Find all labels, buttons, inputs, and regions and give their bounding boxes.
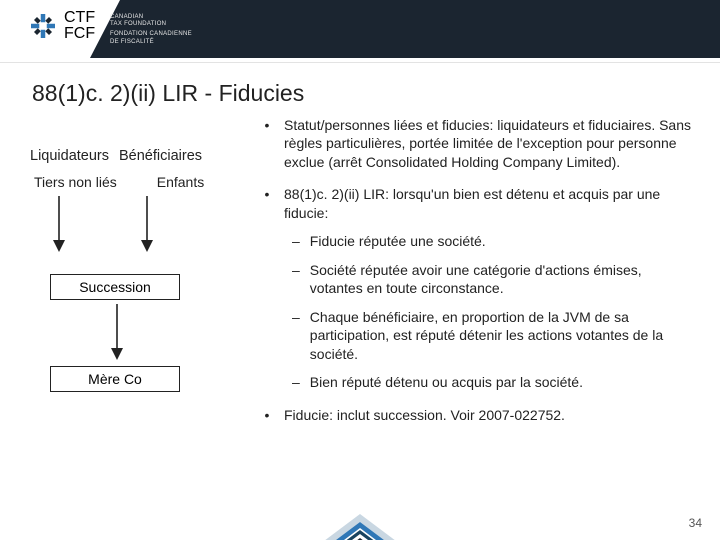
sub-1-text: Fiducie réputée une société. [310, 232, 486, 250]
sub-bullet-3: – Chaque bénéficiaire, en proportion de … [292, 308, 694, 363]
bullet-dot-icon: • [262, 185, 272, 222]
dash-icon: – [292, 373, 300, 391]
diagram-subheadings: Tiers non liés Enfants [30, 174, 240, 190]
diagram: Liquidateurs Bénéficiaires Tiers non lié… [30, 148, 240, 254]
box-succession: Succession [50, 274, 180, 300]
bullet-3: • Fiducie: inclut succession. Voir 2007-… [262, 406, 694, 424]
logo-sub2: TAX FOUNDATION [110, 21, 192, 28]
header-dark-band [120, 0, 720, 58]
sub-bullet-4: – Bien réputé détenu ou acquis par la so… [292, 373, 694, 391]
divider [0, 62, 720, 63]
sub-4-text: Bien réputé détenu ou acquis par la soci… [310, 373, 583, 391]
heading-beneficiaires: Bénéficiaires [119, 148, 202, 164]
logo-line2: FCF [64, 26, 95, 42]
bullet-2-text: 88(1)c. 2)(ii) LIR: lorsqu'un bien est d… [284, 185, 694, 222]
bullet-3-text: Fiducie: inclut succession. Voir 2007-02… [284, 406, 565, 424]
box-mere: Mère Co [50, 366, 180, 392]
sub-bullet-2: – Société réputée avoir une catégorie d'… [292, 261, 694, 298]
slide: CTF FCF CANADIAN TAX FOUNDATION FONDATIO… [0, 0, 720, 540]
sub-2-text: Société réputée avoir une catégorie d'ac… [310, 261, 694, 298]
arrow-down-icon [108, 302, 126, 362]
sub-tiers: Tiers non liés [34, 174, 117, 190]
content: • Statut/personnes liées et fiducies: li… [262, 116, 694, 424]
arrow-down-icon [50, 194, 68, 254]
logo-sub3: FONDATION CANADIENNE [110, 31, 192, 38]
dash-icon: – [292, 308, 300, 363]
dash-icon: – [292, 261, 300, 298]
logo-sub4: DE FISCALITÉ [110, 39, 192, 46]
logo-mark-icon [28, 11, 58, 41]
bullet-dot-icon: • [262, 406, 272, 424]
sub-enfants: Enfants [157, 174, 204, 190]
bullet-dot-icon: • [262, 116, 272, 171]
bullet-1-text: Statut/personnes liées et fiducies: liqu… [284, 116, 694, 171]
arrow-row-top [50, 194, 240, 254]
bullet-2: • 88(1)c. 2)(ii) LIR: lorsqu'un bien est… [262, 185, 694, 222]
heading-liquidateurs: Liquidateurs [30, 148, 109, 164]
sub-bullet-1: – Fiducie réputée une société. [292, 232, 694, 250]
logo-subtitle: CANADIAN TAX FOUNDATION FONDATION CANADI… [110, 14, 192, 46]
page-title: 88(1)c. 2)(ii) LIR - Fiducies [32, 80, 304, 107]
arrow-down-icon [138, 194, 156, 254]
diagram-headings: Liquidateurs Bénéficiaires [30, 148, 240, 164]
header: CTF FCF CANADIAN TAX FOUNDATION FONDATIO… [0, 0, 720, 58]
footer-chevrons-icon [300, 510, 420, 540]
page-number: 34 [689, 516, 702, 530]
bullet-1: • Statut/personnes liées et fiducies: li… [262, 116, 694, 171]
logo-line1: CTF [64, 10, 95, 26]
dash-icon: – [292, 232, 300, 250]
sub-3-text: Chaque bénéficiaire, en proportion de la… [310, 308, 694, 363]
logo-text: CTF FCF [64, 10, 95, 42]
logo: CTF FCF [28, 10, 95, 42]
logo-sub1: CANADIAN [110, 14, 192, 21]
